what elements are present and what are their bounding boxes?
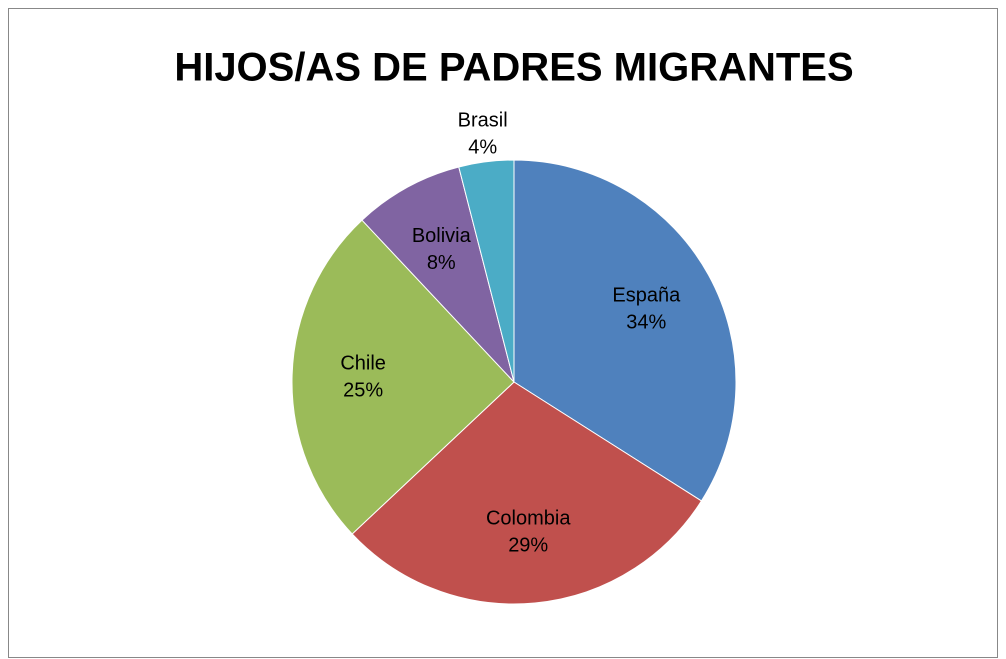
slice-value-label: 8% xyxy=(427,252,456,274)
pie-slice xyxy=(513,159,737,502)
slice-value-label: 4% xyxy=(468,136,497,158)
slice-category-label: España xyxy=(612,285,681,307)
pie-slice xyxy=(351,381,703,605)
pie-slice xyxy=(458,159,515,383)
pie-slice xyxy=(361,166,515,383)
slice-value-label: 25% xyxy=(343,380,383,402)
slice-value-label: 29% xyxy=(508,535,548,557)
slice-category-label: Brasil xyxy=(458,109,508,131)
slice-category-label: Chile xyxy=(340,353,386,375)
slice-category-label: Bolivia xyxy=(412,225,472,247)
chart-title: HIJOS/AS DE PADRES MIGRANTES xyxy=(174,46,853,90)
slice-category-label: Colombia xyxy=(486,508,571,530)
slice-value-label: 34% xyxy=(626,312,666,334)
pie-slice xyxy=(291,219,515,535)
